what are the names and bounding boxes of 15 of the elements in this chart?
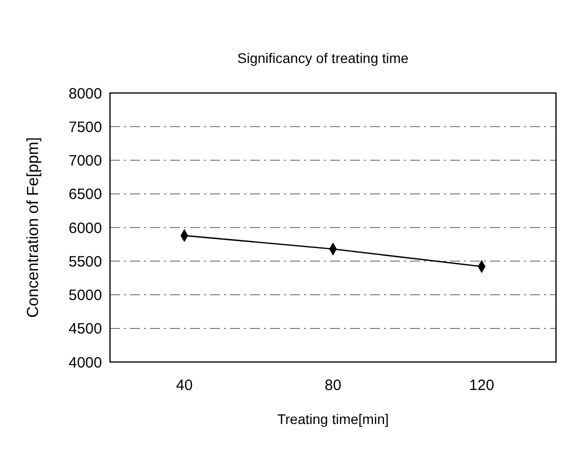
chart-title: Significancy of treating time [237, 50, 409, 66]
y-tick-label: 6000 [68, 220, 102, 237]
x-axis-title: Treating time[min] [277, 411, 389, 427]
y-tick-label: 8000 [68, 85, 102, 102]
y-tick-label: 7000 [68, 152, 102, 170]
y-tick-label: 4000 [68, 354, 102, 372]
x-tick-label: 80 [324, 377, 342, 394]
y-tick-label: 7500 [68, 118, 102, 136]
y-tick-label: 6500 [68, 186, 102, 204]
y-tick-label: 4500 [68, 320, 102, 338]
x-tick-label: 40 [176, 377, 193, 394]
y-tick-label: 5500 [68, 253, 102, 270]
y-axis-title: Concentration of Fe[ppm] [25, 137, 42, 318]
x-tick-label: 120 [469, 377, 494, 394]
y-tick-label: 5000 [68, 287, 102, 304]
